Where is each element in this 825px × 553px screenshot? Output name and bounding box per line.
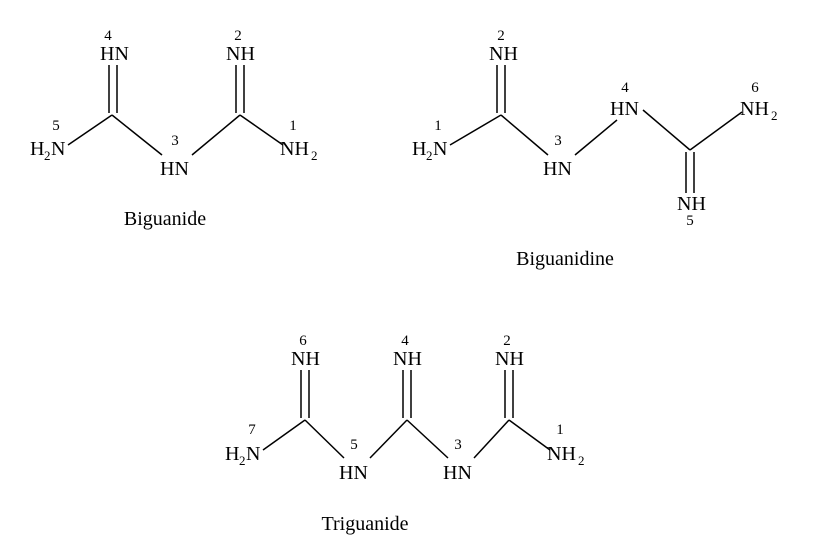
- label-n6: 6: [299, 333, 307, 349]
- atom-hn5: HN: [339, 462, 368, 484]
- bond: [575, 120, 617, 155]
- label-n5: 5: [52, 118, 60, 134]
- bond: [112, 115, 162, 155]
- name-triguanide: Triguanide: [321, 513, 408, 535]
- atom-hn3: HN: [443, 462, 472, 484]
- atom-nh2-1sub: 2: [311, 148, 318, 163]
- atom-h2n7-sub: 2: [239, 453, 246, 468]
- name-biguanide: Biguanide: [124, 208, 206, 230]
- atom-nh4: NH: [393, 348, 422, 370]
- label-n5: 5: [686, 213, 694, 229]
- molecule-triguanide: 6 4 2 7 5 3 1 NH NH NH H 2 N HN HN NH 2: [225, 333, 585, 535]
- atom-hn3: HN: [160, 158, 189, 180]
- label-n3: 3: [554, 133, 562, 149]
- bond: [370, 420, 407, 458]
- bond: [305, 420, 344, 458]
- label-n3: 3: [171, 133, 179, 149]
- molecule-biguanide: 4 2 5 3 1 HN NH H 2 N HN NH 2 Biguan: [30, 28, 318, 230]
- atom-h2n7-h: H: [225, 443, 239, 465]
- label-n1: 1: [556, 422, 564, 438]
- atom-h2n5-sub: 2: [44, 148, 51, 163]
- bond: [501, 115, 548, 155]
- atom-nh2top: NH: [489, 43, 518, 65]
- label-n5: 5: [350, 437, 358, 453]
- label-n2: 2: [503, 333, 511, 349]
- atom-h2n1-h: H: [412, 138, 426, 160]
- label-n2: 2: [497, 28, 505, 44]
- atom-nh2top: NH: [226, 43, 255, 65]
- atom-nh2-6: NH: [740, 98, 769, 120]
- name-biguanidine: Biguanidine: [516, 248, 614, 270]
- bond: [263, 420, 305, 450]
- atom-h2n5-h: H: [30, 138, 44, 160]
- atom-nh2-6sub: 2: [771, 108, 778, 123]
- atom-hn3: HN: [543, 158, 572, 180]
- atom-nh2-1sub: 2: [578, 453, 585, 468]
- label-n1: 1: [434, 118, 442, 134]
- atom-nh5: NH: [677, 193, 706, 215]
- bond: [450, 115, 501, 145]
- label-n2: 2: [234, 28, 242, 44]
- label-n1: 1: [289, 118, 297, 134]
- atom-hn4: HN: [100, 43, 129, 65]
- label-n4: 4: [104, 28, 112, 44]
- bond: [690, 112, 742, 150]
- bond: [643, 110, 690, 150]
- label-n3: 3: [454, 437, 462, 453]
- atom-h2n7-n: N: [246, 443, 260, 465]
- atom-h2n1-n: N: [433, 138, 447, 160]
- atom-nh2-top: NH: [495, 348, 524, 370]
- chemistry-figure: 4 2 5 3 1 HN NH H 2 N HN NH 2 Biguan: [0, 0, 825, 553]
- atom-h2n1-sub: 2: [426, 148, 433, 163]
- bond: [68, 115, 112, 145]
- bond: [407, 420, 448, 458]
- atom-nh2-1: NH: [547, 443, 576, 465]
- molecule-biguanidine: 2 1 3 4 6 5 NH H 2 N HN HN NH 2 NH Bigua…: [412, 28, 778, 270]
- atom-nh2-1: NH: [280, 138, 309, 160]
- atom-nh6: NH: [291, 348, 320, 370]
- label-n7: 7: [248, 422, 256, 438]
- label-n4: 4: [621, 80, 629, 96]
- bond: [192, 115, 240, 155]
- atom-hn4: HN: [610, 98, 639, 120]
- bond: [474, 420, 509, 458]
- label-n6: 6: [751, 80, 759, 96]
- bond: [240, 115, 283, 145]
- bond: [509, 420, 550, 450]
- atom-h2n5-n: N: [51, 138, 65, 160]
- label-n4: 4: [401, 333, 409, 349]
